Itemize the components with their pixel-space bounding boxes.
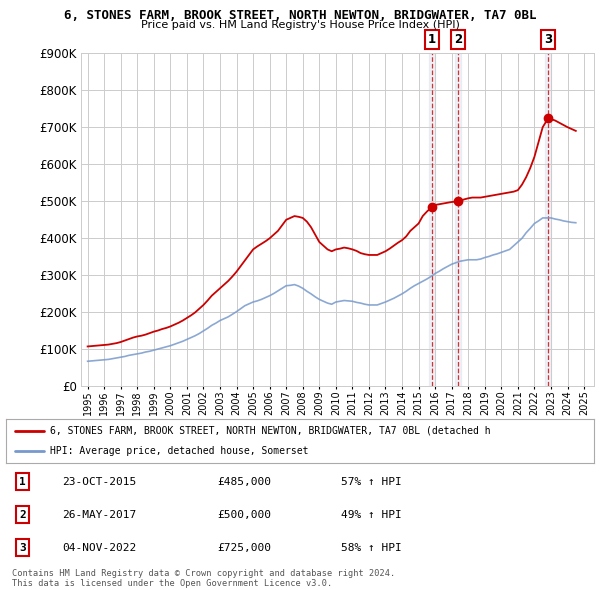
Text: This data is licensed under the Open Government Licence v3.0.: This data is licensed under the Open Gov… — [12, 579, 332, 588]
Text: 3: 3 — [19, 543, 26, 553]
Text: £500,000: £500,000 — [218, 510, 272, 520]
Text: 58% ↑ HPI: 58% ↑ HPI — [341, 543, 402, 553]
Text: HPI: Average price, detached house, Somerset: HPI: Average price, detached house, Some… — [50, 446, 308, 456]
Text: 6, STONES FARM, BROOK STREET, NORTH NEWTON, BRIDGWATER, TA7 0BL: 6, STONES FARM, BROOK STREET, NORTH NEWT… — [64, 9, 536, 22]
Bar — [545, 53, 551, 386]
Text: 04-NOV-2022: 04-NOV-2022 — [62, 543, 136, 553]
Text: £725,000: £725,000 — [218, 543, 272, 553]
Bar — [429, 53, 435, 386]
Text: 49% ↑ HPI: 49% ↑ HPI — [341, 510, 402, 520]
Bar — [455, 53, 461, 386]
Text: 1: 1 — [19, 477, 26, 487]
Text: 6, STONES FARM, BROOK STREET, NORTH NEWTON, BRIDGWATER, TA7 0BL (detached h: 6, STONES FARM, BROOK STREET, NORTH NEWT… — [50, 426, 491, 436]
Text: Contains HM Land Registry data © Crown copyright and database right 2024.: Contains HM Land Registry data © Crown c… — [12, 569, 395, 578]
Text: 1: 1 — [428, 34, 436, 47]
Text: 2: 2 — [454, 34, 463, 47]
Text: 3: 3 — [544, 34, 553, 47]
Text: Price paid vs. HM Land Registry's House Price Index (HPI): Price paid vs. HM Land Registry's House … — [140, 20, 460, 30]
Text: £485,000: £485,000 — [218, 477, 272, 487]
Text: 2: 2 — [19, 510, 26, 520]
Text: 57% ↑ HPI: 57% ↑ HPI — [341, 477, 402, 487]
Text: 26-MAY-2017: 26-MAY-2017 — [62, 510, 136, 520]
Text: 23-OCT-2015: 23-OCT-2015 — [62, 477, 136, 487]
